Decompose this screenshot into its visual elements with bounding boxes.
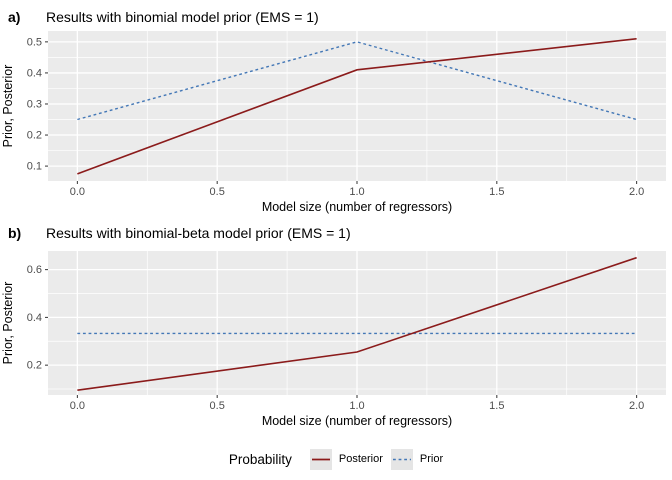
series-posterior-line [77,37,637,175]
tick-marks [45,269,638,398]
x-tick-label: 2.0 [629,186,644,198]
y-tick-label: 0.4 [27,67,42,79]
chart-a-plot: 0.0 0.5 1.0 1.5 2.0 0.1 0.2 0.3 0.4 0.5 Model size… [1,31,666,214]
x-tick-label: 1.0 [349,186,364,198]
chart-b-title: Results with binomial-beta model prior (… [46,225,351,241]
y-tick-label: 0.2 [27,130,42,142]
chart-a-title-row: a) Results with binomial model prior (EMS… [0,0,672,27]
x-tick-label: 0.5 [210,400,225,412]
legend-entries: Posterior Prior [302,448,444,470]
x-axis-title: Model size (number of regressors) [262,414,452,428]
y-tick-label: 0.1 [27,161,42,173]
x-tick-label: 1.5 [489,400,504,412]
chart-b-title-row: b) Results with binomial-beta model prior… [0,219,672,243]
x-tick-label: 1.0 [349,400,364,412]
y-tick-label: 0.3 [27,98,42,110]
chart-a-tag: a) [8,9,21,25]
y-axis-title: Prior, Posterior [1,65,15,148]
y-tick-label: 0.4 [27,312,42,324]
legend-key-posterior-line-sample-icon [309,448,332,470]
y-tick-label: 0.2 [27,360,42,372]
legend: Probability Posterior Prior [0,447,672,471]
x-tick-label: 0.5 [210,186,225,198]
y-tick-label: 0.6 [27,264,42,276]
x-tick-label: 0.0 [70,400,85,412]
x-tick-label: 2.0 [629,400,644,412]
major-gridlines [48,31,666,181]
y-axis-title: Prior, Posterior [1,282,15,365]
x-axis-title: Model size (number of regressors) [262,200,452,214]
legend-label-prior: Prior [419,453,444,465]
chart-b-tag: b) [8,225,22,241]
x-tick-label: 0.0 [70,186,85,198]
legend-key-prior-line-sample-icon [390,448,413,470]
legend-entry-prior: Prior [390,448,444,470]
chart-a-title: Results with binomial model prior (EMS =… [46,9,319,25]
legend-entry-posterior: Posterior [309,448,383,470]
legend-label-posterior: Posterior [338,453,383,465]
legend-title: Probability [228,451,292,467]
series-posterior-line [77,256,637,392]
y-tick-label: 0.5 [27,36,42,48]
chart-b-plot: 0.0 0.5 1.0 1.5 2.0 0.2 0.4 0.6 Model size (numb… [1,251,666,428]
series-prior-line [77,41,637,121]
x-tick-label: 1.5 [489,186,504,198]
major-gridlines [48,251,666,395]
tick-marks [45,41,638,184]
